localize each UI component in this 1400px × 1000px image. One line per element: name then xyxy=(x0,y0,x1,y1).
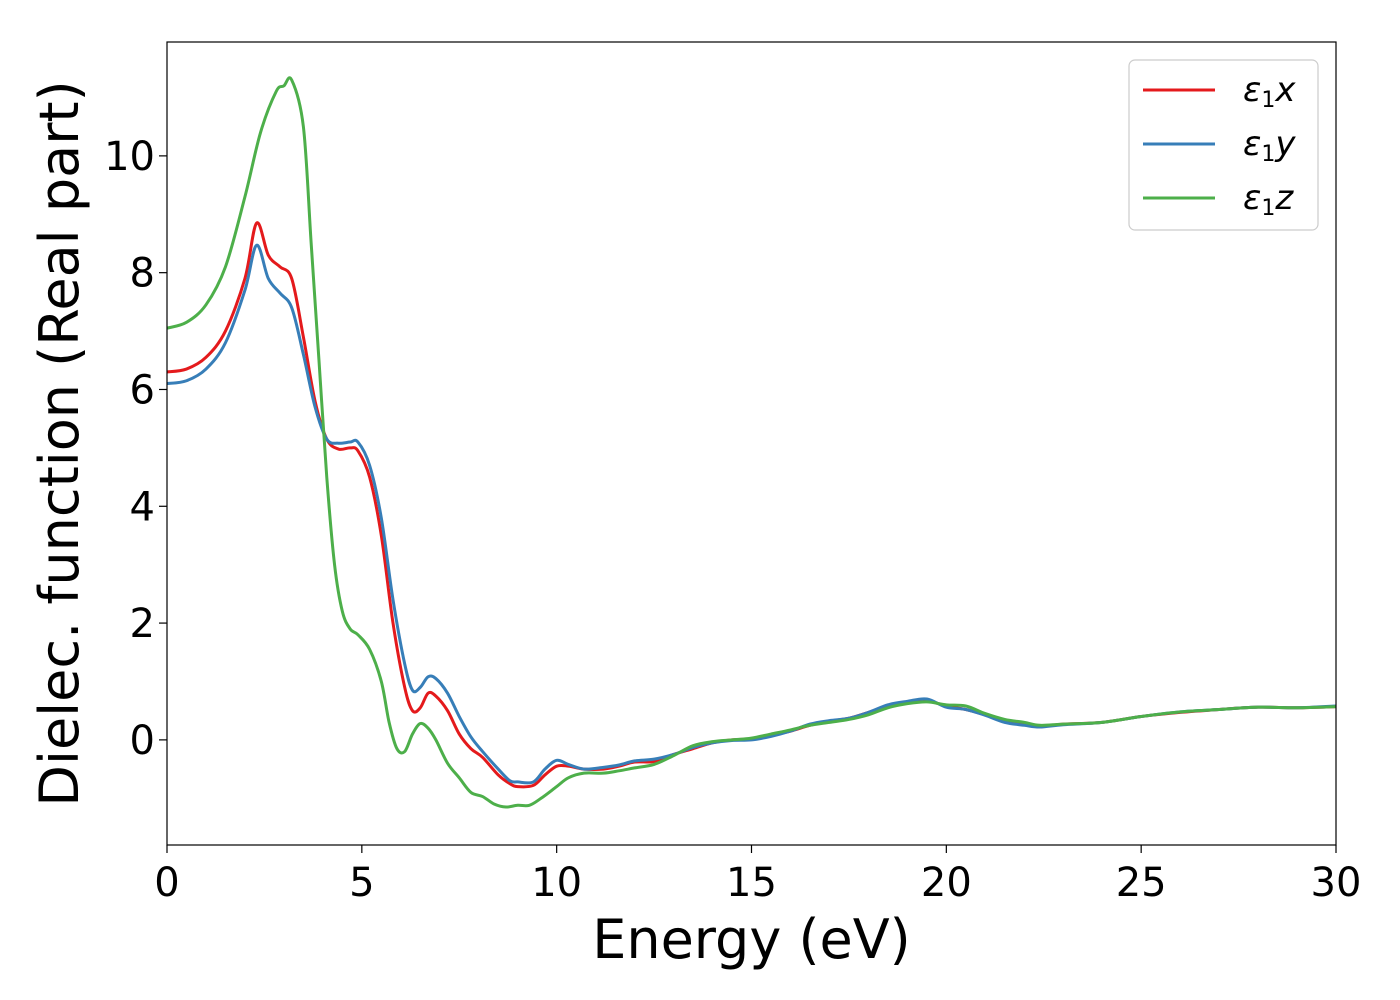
y-tick-label: 6 xyxy=(130,367,155,413)
legend-box xyxy=(1128,59,1319,231)
x-axis-label: Energy (eV) xyxy=(592,908,911,971)
x-axis-ticks: 0 5 10 15 20 25 30 xyxy=(154,845,1361,906)
series-line-y xyxy=(167,243,1336,785)
y-tick-label: 2 xyxy=(130,601,155,647)
y-tick-label: 10 xyxy=(104,134,155,180)
series-line-x xyxy=(167,221,1336,789)
legend-label: ε1x xyxy=(1243,70,1296,113)
legend: ε1x ε1y ε1z xyxy=(1128,59,1319,231)
legend-item-z: ε1z xyxy=(1143,178,1294,221)
x-tick-label: 15 xyxy=(726,860,777,906)
y-axis-ticks: 0 2 4 6 8 10 xyxy=(104,134,167,764)
y-tick-label: 4 xyxy=(130,484,155,530)
x-tick-label: 30 xyxy=(1311,860,1362,906)
x-tick-label: 0 xyxy=(154,860,179,906)
y-tick-label: 8 xyxy=(130,251,155,297)
y-tick-label: 0 xyxy=(130,718,155,764)
x-tick-label: 10 xyxy=(531,860,582,906)
legend-label: ε1z xyxy=(1243,178,1294,221)
legend-item-x: ε1x xyxy=(1143,70,1296,113)
legend-label: ε1y xyxy=(1243,124,1296,167)
y-axis-label: Dielec. function (Real part) xyxy=(28,80,91,806)
x-tick-label: 20 xyxy=(921,860,972,906)
series-line-z xyxy=(167,76,1336,809)
series-layer xyxy=(167,76,1336,809)
x-tick-label: 25 xyxy=(1116,860,1167,906)
legend-item-y: ε1y xyxy=(1143,124,1296,167)
x-tick-label: 5 xyxy=(349,860,374,906)
